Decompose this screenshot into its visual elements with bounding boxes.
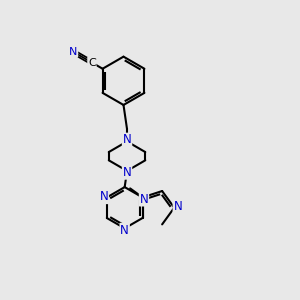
Text: N: N — [173, 200, 182, 213]
Text: N: N — [120, 224, 129, 237]
Text: N: N — [100, 190, 108, 203]
Text: N: N — [140, 193, 148, 206]
Text: N: N — [123, 134, 131, 146]
Text: N: N — [69, 47, 77, 57]
Text: C: C — [88, 58, 96, 68]
Text: N: N — [123, 166, 131, 179]
